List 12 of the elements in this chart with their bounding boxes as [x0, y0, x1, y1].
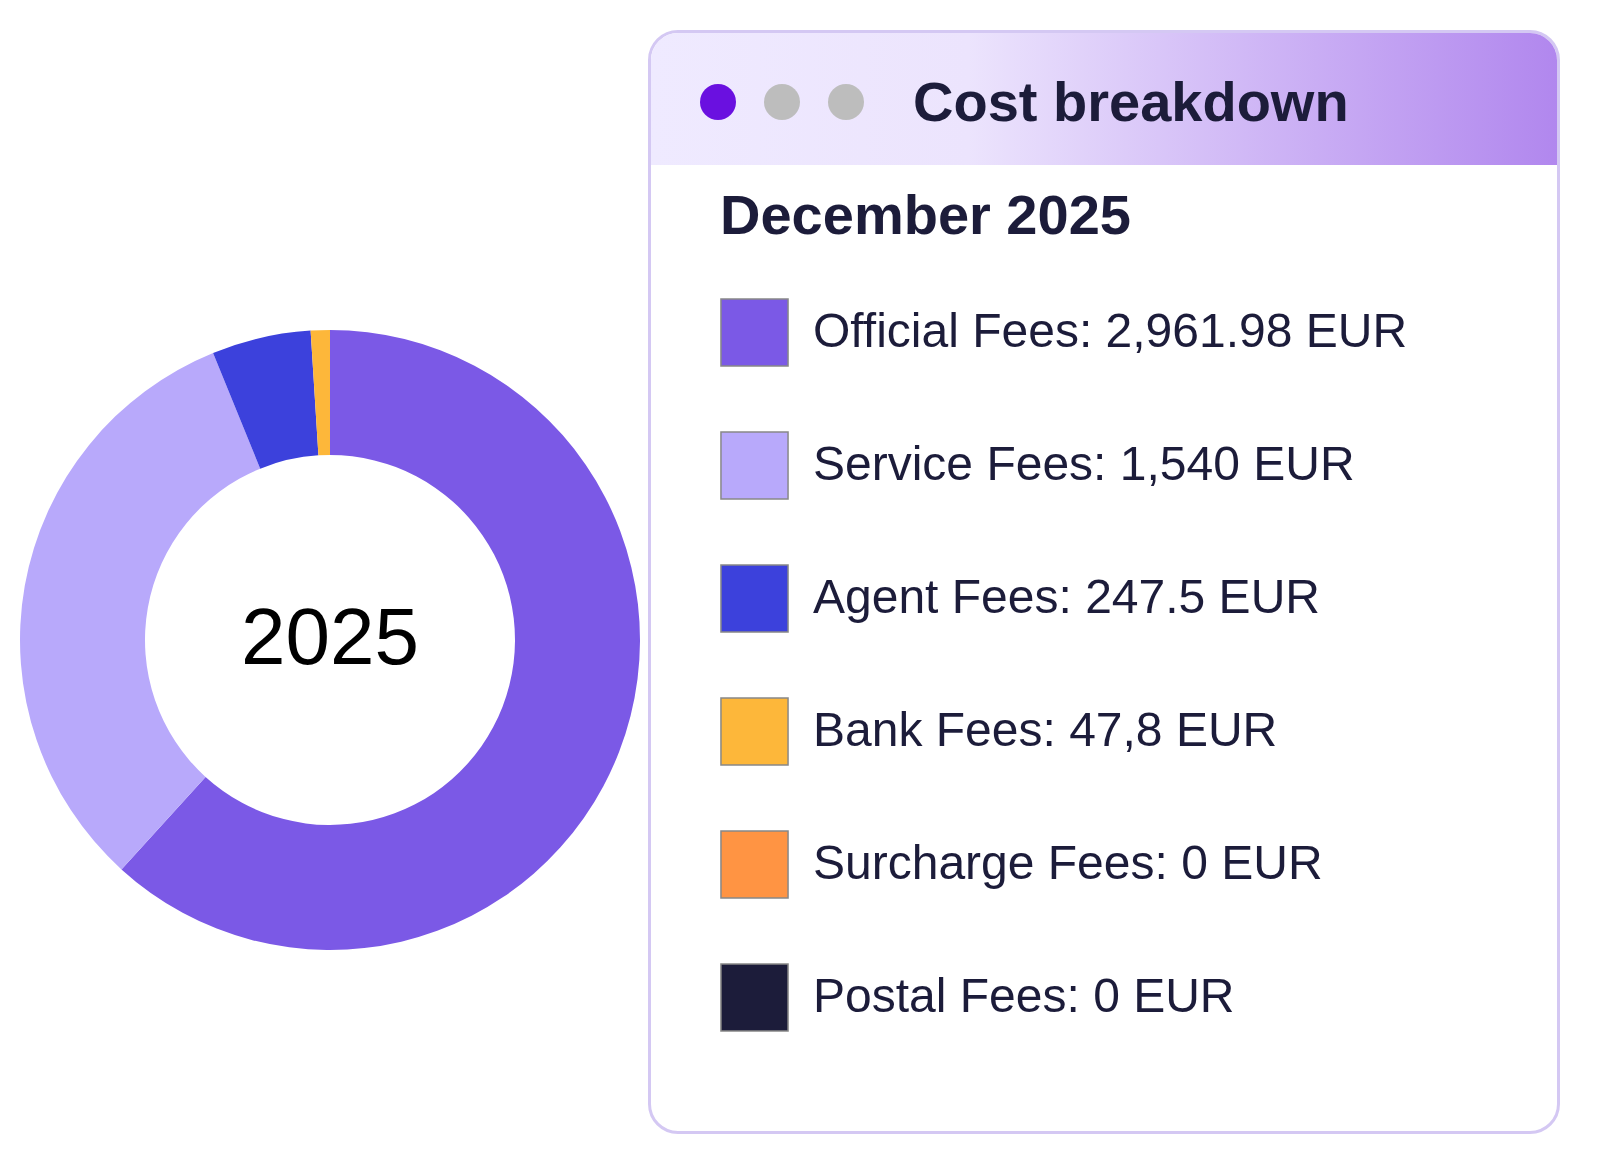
chart-title: Cost breakdown: [913, 69, 1349, 134]
donut-slice: [213, 330, 319, 469]
legend-label: Agent Fees: 247.5 EUR: [813, 569, 1320, 623]
legend-label: Bank Fees: 47,8 EUR: [813, 702, 1278, 756]
legend-label: Official Fees: 2,961.98 EUR: [813, 303, 1408, 357]
donut-slice: [121, 330, 640, 950]
legend-label: Surcharge Fees: 0 EUR: [813, 835, 1323, 889]
legend-title: December 2025: [720, 183, 1131, 246]
legend-label: Postal Fees: 0 EUR: [813, 968, 1235, 1022]
donut-slice: [310, 330, 330, 456]
legend-label: Service Fees: 1,540 EUR: [813, 436, 1355, 490]
text: 2025: [241, 592, 419, 681]
